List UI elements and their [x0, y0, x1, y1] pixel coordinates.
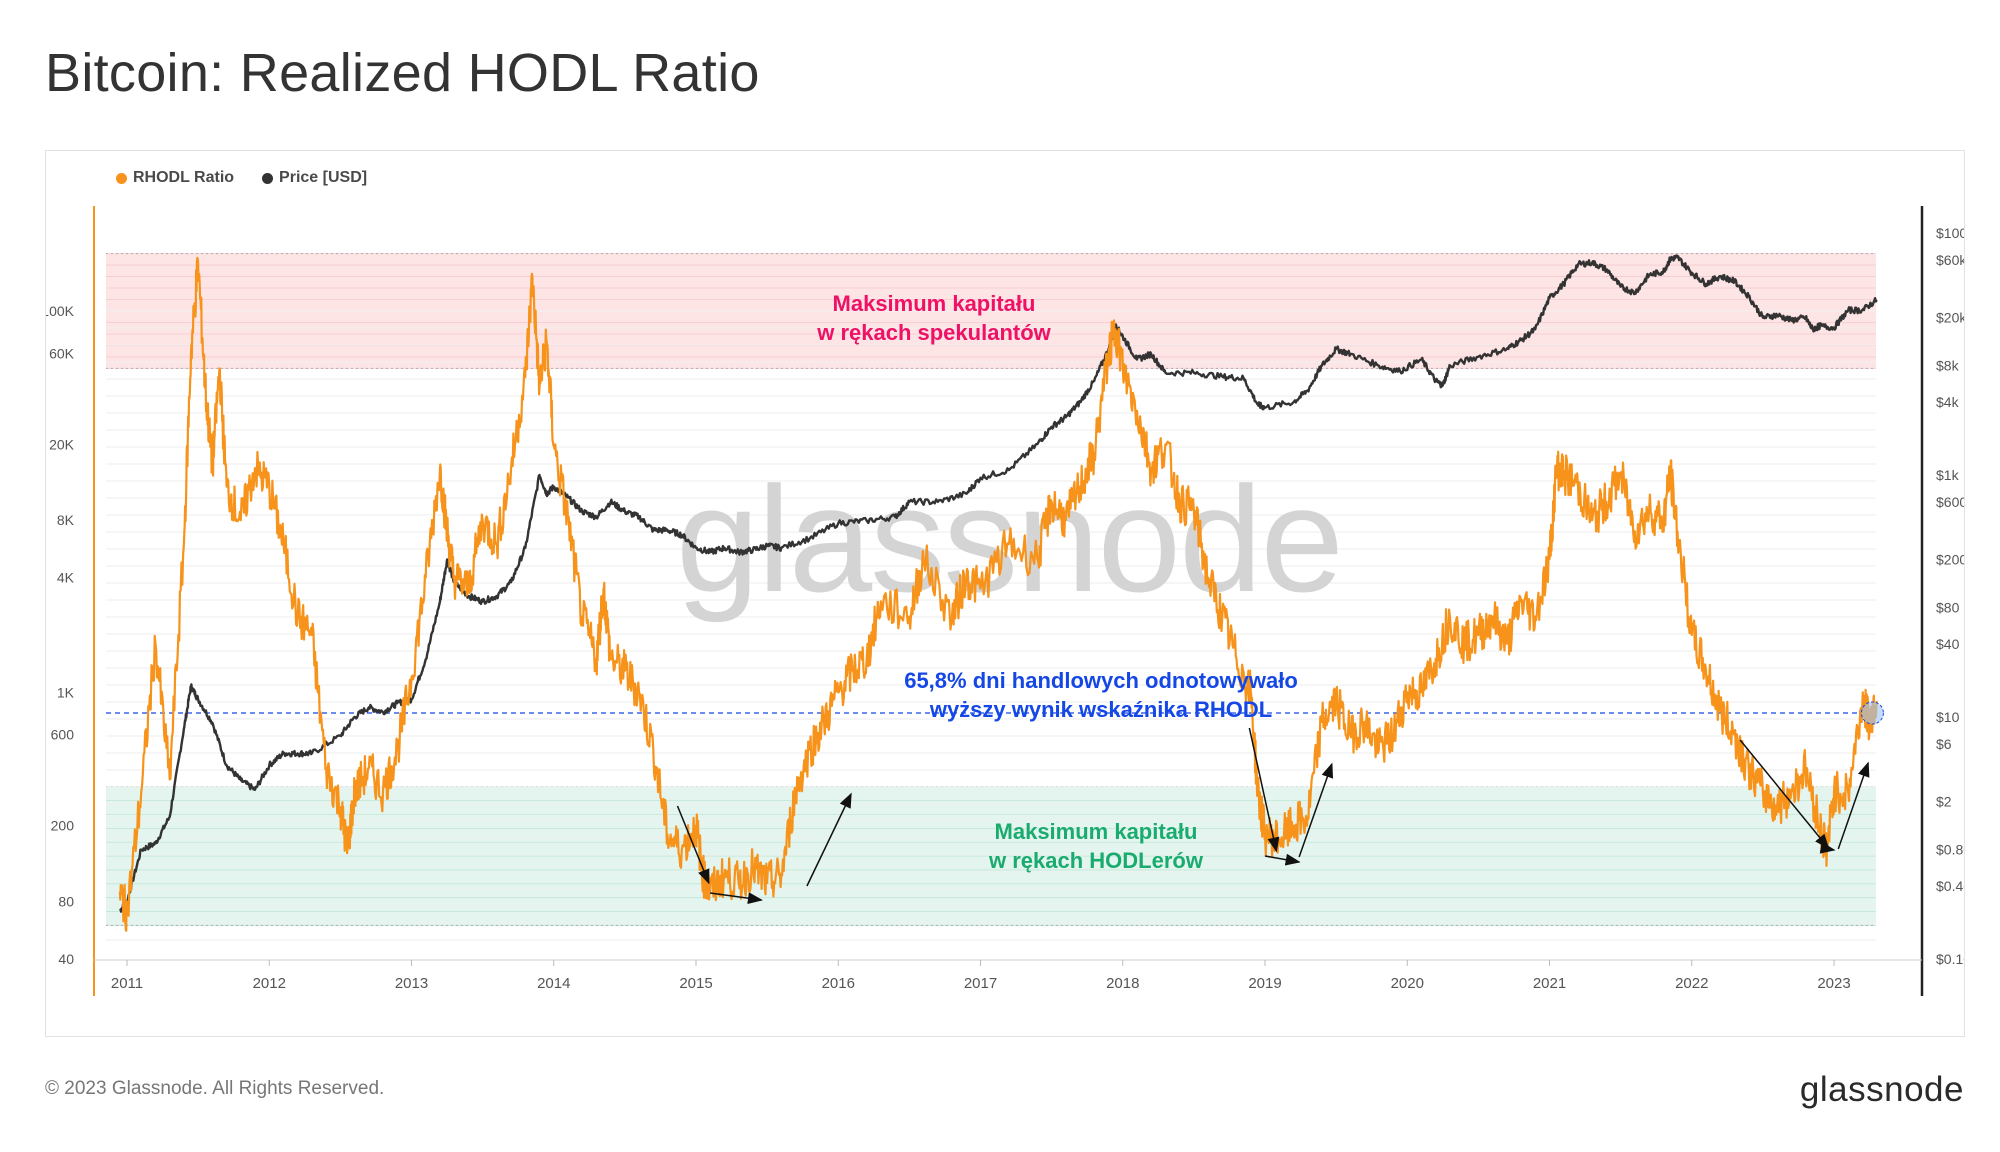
y-right-tick-label: $600 — [1936, 494, 1964, 510]
y-left-tick-label: 20K — [49, 436, 75, 452]
threshold-label: 65,8% dni handlowych odnotowywało — [904, 668, 1298, 693]
legend-label-price: Price [USD] — [279, 169, 368, 186]
y-left-tick-label: 100K — [46, 303, 75, 319]
x-tick-label: 2018 — [1106, 975, 1139, 992]
y-right-tick-label: $100k — [1936, 225, 1964, 241]
y-right-tick-label: $20k — [1936, 310, 1964, 326]
copyright-text: © 2023 Glassnode. All Rights Reserved. — [45, 1078, 385, 1099]
arrow-layer — [676, 727, 1870, 905]
y-left-tick-label: 600 — [51, 727, 75, 743]
chart-legend: RHODL Ratio Price [USD] — [116, 169, 367, 187]
upper-band-label: Maksimum kapitału — [833, 291, 1036, 316]
y-right-tick-label: $40 — [1936, 636, 1960, 652]
annotation-layer: Maksimum kapitału w rękach spekulantów Mak… — [816, 291, 1298, 873]
annotation-arrow — [676, 805, 710, 885]
upper-band-label: w rękach spekulantów — [816, 320, 1051, 345]
page-title: Bitcoin: Realized HODL Ratio — [45, 43, 760, 103]
annotation-arrow — [710, 892, 763, 905]
price-line — [119, 254, 1878, 913]
x-tick-label: 2022 — [1675, 975, 1708, 992]
annotation-arrow — [1819, 841, 1836, 854]
threshold-label: wyższy wynik wskaźnika RHODL — [929, 697, 1272, 722]
x-tick-label: 2011 — [111, 975, 143, 992]
y-right-tick-label: $0.80 — [1936, 842, 1964, 858]
chart-panel: RHODL Ratio Price [USD] glassnode 100K60… — [45, 150, 1965, 1037]
y-right-tick-label: $1k — [1936, 467, 1960, 483]
current-value-marker — [1860, 701, 1884, 725]
x-tick-label: 2020 — [1391, 975, 1424, 992]
y-left-tick-label: 200 — [51, 818, 75, 834]
y-left-tick-label: 60K — [49, 345, 75, 361]
y-left-tick-label: 40 — [58, 951, 74, 967]
y-left-tick-label: 1K — [57, 684, 75, 700]
annotation-arrow — [1264, 853, 1301, 866]
y-left-tick-label: 4K — [57, 570, 75, 586]
x-tick-label: 2015 — [679, 975, 712, 992]
chart-svg: glassnode 100K60K20K8K4K1K6002008040$100… — [46, 206, 1964, 996]
x-tick-label: 2023 — [1817, 975, 1850, 992]
annotation-arrow — [1298, 762, 1334, 858]
legend-item-price[interactable]: Price [USD] — [262, 169, 367, 187]
rhodl-line — [118, 256, 1878, 932]
y-left-tick-label: 8K — [57, 512, 75, 528]
x-tick-label: 2017 — [964, 975, 997, 992]
legend-dot-rhodl-icon — [116, 172, 127, 184]
annotation-arrow — [1739, 739, 1830, 850]
annotation-arrow — [806, 792, 852, 887]
x-tick-label: 2012 — [253, 975, 286, 992]
y-right-tick-label: $200 — [1936, 552, 1964, 568]
y-right-tick-label: $10 — [1936, 709, 1960, 725]
legend-item-rhodl[interactable]: RHODL Ratio — [116, 169, 234, 187]
axes-layer: 100K 60K 20K 8K 4K 1K 600 200 80 40 $100k $60k $20k $… — [46, 206, 1964, 996]
glassnode-logo[interactable]: glassnode — [1799, 1070, 1964, 1109]
legend-dot-price-icon — [262, 172, 274, 184]
x-tick-label: 2013 — [395, 975, 428, 992]
x-tick-label: 2021 — [1533, 975, 1566, 992]
x-tick-label: 2019 — [1248, 975, 1281, 992]
rhodl-series-layer — [118, 256, 1884, 932]
y-right-tick-label: $60k — [1936, 252, 1964, 268]
y-right-tick-label: $2 — [1936, 794, 1952, 810]
y-right-tick-label: $8k — [1936, 358, 1960, 374]
lower-band-label: w rękach HODLerów — [988, 848, 1204, 873]
x-tick-label: 2014 — [537, 975, 570, 992]
annotation-arrow — [1248, 727, 1280, 853]
y-right-tick-label: $0.40 — [1936, 878, 1964, 894]
y-right-tick-label: $0.10 — [1936, 951, 1964, 967]
price-series-layer — [119, 254, 1878, 913]
lower-band-label: Maksimum kapitału — [995, 819, 1198, 844]
y-right-tick-label: $80 — [1936, 600, 1960, 616]
y-left-tick-label: 80 — [58, 894, 74, 910]
legend-label-rhodl: RHODL Ratio — [133, 169, 235, 186]
annotation-arrow — [1837, 761, 1870, 850]
y-right-tick-label: $6 — [1936, 736, 1952, 752]
x-tick-label: 2016 — [822, 975, 855, 992]
y-right-tick-label: $4k — [1936, 394, 1960, 410]
